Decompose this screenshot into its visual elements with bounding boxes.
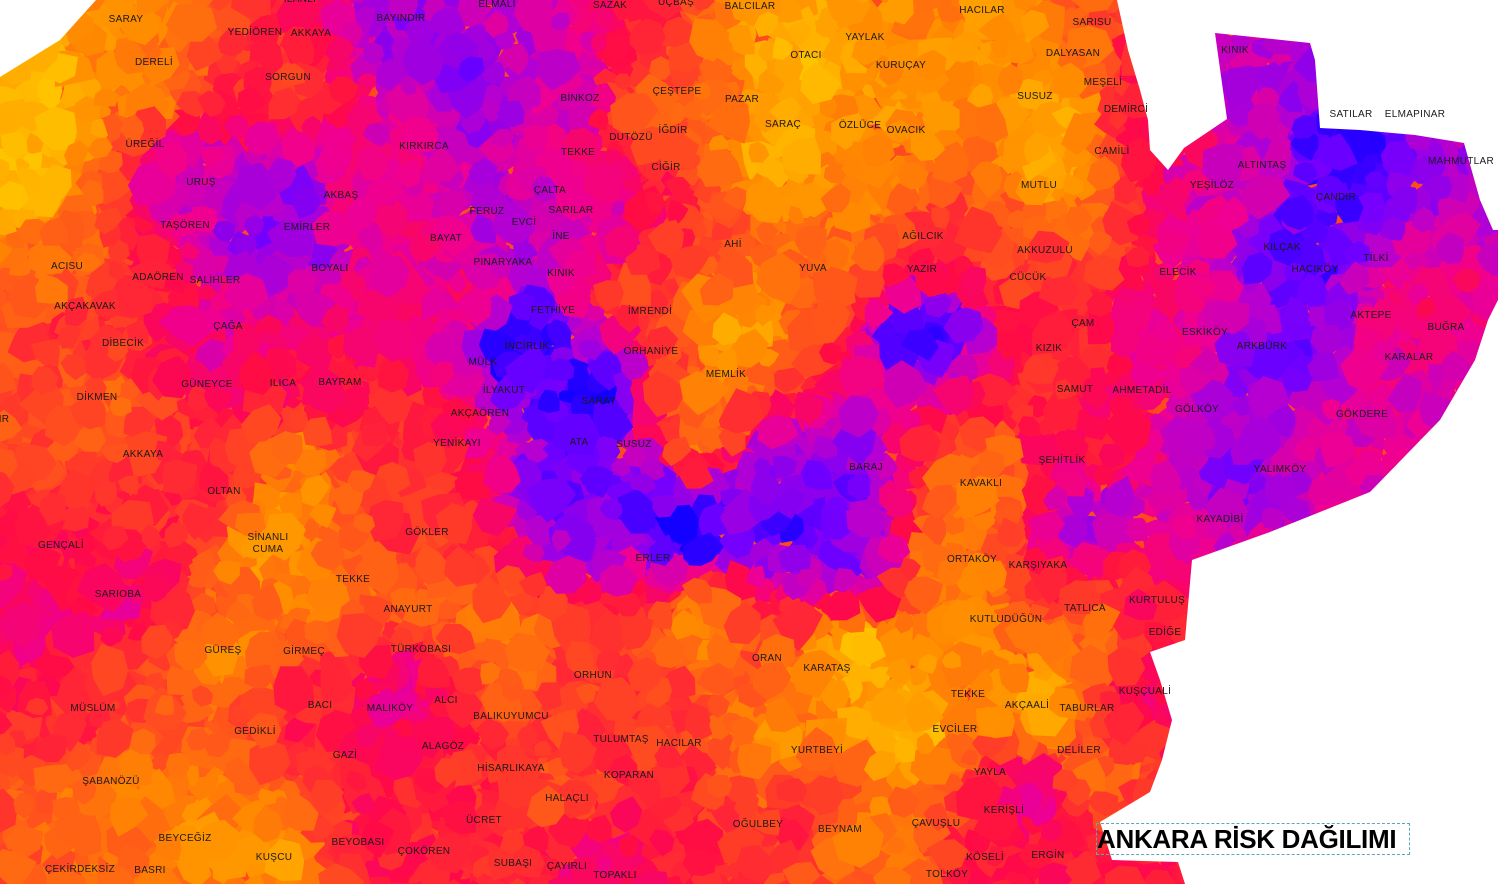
- map-regions-layer: [0, 0, 1498, 884]
- risk-map[interactable]: SARAYİLANLIYEDİÖRENAKKAYABAYINDIRELMALIS…: [0, 0, 1498, 884]
